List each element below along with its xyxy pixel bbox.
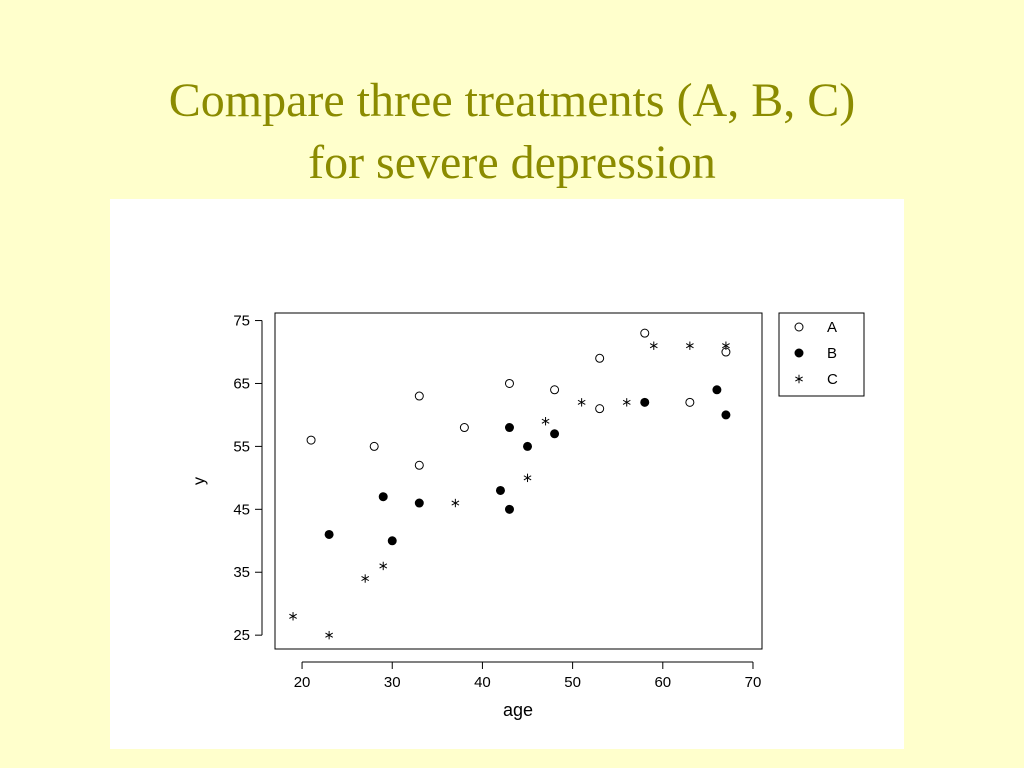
point-c bbox=[289, 612, 297, 621]
legend-label-b: B bbox=[827, 345, 837, 362]
point-c bbox=[541, 417, 550, 426]
legend-box bbox=[778, 312, 865, 397]
point-b bbox=[721, 410, 731, 420]
point-b bbox=[550, 429, 560, 439]
point-c bbox=[451, 498, 460, 508]
point-c bbox=[523, 473, 532, 483]
point-b bbox=[504, 504, 514, 514]
legend-label-a: A bbox=[827, 319, 837, 336]
point-b bbox=[414, 498, 424, 508]
legend-label-c: C bbox=[827, 371, 838, 388]
point-c bbox=[622, 398, 631, 407]
point-b bbox=[378, 492, 388, 502]
legend-marker-c bbox=[795, 374, 803, 384]
point-b bbox=[523, 441, 533, 451]
y-tick-label: 65 bbox=[233, 375, 250, 392]
x-tick-label: 20 bbox=[294, 674, 311, 691]
point-c bbox=[361, 574, 370, 583]
point-c bbox=[577, 398, 586, 407]
point-c bbox=[722, 341, 730, 350]
point-a bbox=[369, 441, 379, 451]
point-a bbox=[306, 435, 316, 445]
x-tick-label: 40 bbox=[474, 674, 491, 691]
point-a bbox=[504, 378, 514, 388]
point-b bbox=[640, 397, 650, 407]
slide-title: Compare three treatments (A, B, C) for s… bbox=[0, 70, 1024, 194]
legend-marker-b bbox=[794, 348, 804, 358]
slide-title-line-2: for severe depression bbox=[308, 136, 716, 189]
point-a bbox=[550, 385, 560, 395]
y-tick-label: 45 bbox=[233, 501, 250, 518]
y-axis-label: y bbox=[191, 477, 208, 485]
y-tick-label: 35 bbox=[233, 564, 250, 581]
point-a bbox=[685, 397, 695, 407]
x-tick-label: 50 bbox=[564, 674, 581, 691]
point-a bbox=[414, 391, 424, 401]
point-b bbox=[495, 485, 505, 495]
x-tick-label: 60 bbox=[654, 674, 671, 691]
scatter-plot: 20 30 40 50 60 70 25 35 45 55 65 75 age y ABC bbox=[191, 312, 865, 720]
y-tick-label: 55 bbox=[233, 438, 250, 455]
point-c bbox=[325, 630, 334, 640]
x-axis-label: age bbox=[503, 700, 533, 720]
y-tick-label: 75 bbox=[233, 313, 250, 330]
data-points bbox=[289, 328, 731, 640]
point-c bbox=[685, 341, 694, 350]
legend-marker-a bbox=[794, 322, 804, 332]
point-b bbox=[504, 423, 514, 433]
y-tick-label: 25 bbox=[233, 627, 250, 644]
point-a bbox=[414, 460, 424, 470]
y-axis: 25 35 45 55 65 75 bbox=[233, 313, 263, 644]
point-a bbox=[640, 328, 650, 338]
point-c bbox=[379, 561, 388, 571]
x-tick-label: 30 bbox=[384, 674, 401, 691]
point-a bbox=[459, 423, 469, 433]
point-a bbox=[595, 353, 605, 363]
slide-title-line-1: Compare three treatments (A, B, C) bbox=[168, 74, 856, 127]
point-c bbox=[649, 341, 658, 350]
plot-frame bbox=[274, 312, 763, 650]
point-b bbox=[712, 385, 722, 395]
point-b bbox=[324, 529, 334, 539]
x-tick-label: 70 bbox=[745, 674, 762, 691]
point-b bbox=[387, 536, 397, 546]
legend: ABC bbox=[778, 312, 865, 397]
point-a bbox=[595, 404, 605, 414]
x-axis: 20 30 40 50 60 70 bbox=[294, 661, 762, 691]
